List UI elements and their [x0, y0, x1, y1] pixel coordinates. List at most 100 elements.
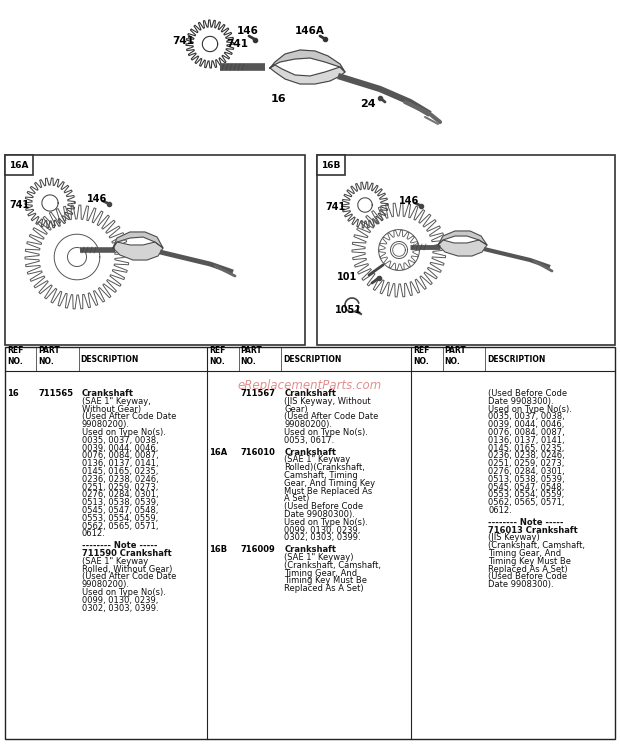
Text: 741: 741 — [172, 36, 194, 46]
Text: Rolled)(Crankshaft,: Rolled)(Crankshaft, — [285, 464, 365, 472]
Text: (Used Before Code: (Used Before Code — [285, 502, 363, 511]
Text: Date 99080300).: Date 99080300). — [285, 510, 355, 519]
Text: 0302, 0303, 0399.: 0302, 0303, 0399. — [82, 603, 158, 612]
Text: 0251, 0259, 0273,: 0251, 0259, 0273, — [82, 483, 158, 492]
Text: 0145, 0165, 0235,: 0145, 0165, 0235, — [82, 467, 158, 476]
Text: Gear): Gear) — [285, 405, 308, 414]
Text: 0099, 0130, 0239,: 0099, 0130, 0239, — [82, 596, 158, 605]
Text: 0562, 0565, 0571,: 0562, 0565, 0571, — [82, 522, 158, 530]
Text: (JIS Keyway): (JIS Keyway) — [489, 533, 540, 542]
Text: Used on Type No(s).: Used on Type No(s). — [285, 518, 368, 527]
Text: DESCRIPTION: DESCRIPTION — [81, 354, 139, 364]
Text: 716010: 716010 — [241, 448, 275, 457]
Text: (SAE 1" Keyway: (SAE 1" Keyway — [285, 455, 351, 464]
Text: 0039, 0044, 0046,: 0039, 0044, 0046, — [82, 443, 158, 452]
Text: (Used After Code Date: (Used After Code Date — [285, 412, 379, 421]
Text: (SAE 1" Keyway,: (SAE 1" Keyway, — [82, 397, 151, 405]
Text: 0053, 0617.: 0053, 0617. — [285, 436, 335, 445]
Text: 99080200).: 99080200). — [82, 580, 130, 589]
Text: 24: 24 — [360, 99, 376, 109]
Text: Timing Key Must Be: Timing Key Must Be — [489, 557, 572, 565]
Text: A Set): A Set) — [285, 495, 310, 504]
Text: REF
NO.: REF NO. — [7, 347, 24, 365]
Text: REF
NO.: REF NO. — [413, 347, 430, 365]
Text: 99080200).: 99080200). — [82, 420, 130, 429]
Text: 0612.: 0612. — [82, 530, 105, 539]
Text: Timing Gear, And: Timing Gear, And — [285, 568, 358, 577]
Text: DESCRIPTION: DESCRIPTION — [487, 354, 546, 364]
Text: 741: 741 — [325, 202, 345, 212]
Text: REF
NO.: REF NO. — [209, 347, 226, 365]
Text: Gear, And Timing Key: Gear, And Timing Key — [285, 479, 376, 488]
Text: 0035, 0037, 0038,: 0035, 0037, 0038, — [489, 412, 565, 421]
Text: 0562, 0565, 0571,: 0562, 0565, 0571, — [489, 498, 565, 507]
Polygon shape — [113, 232, 163, 248]
Text: 0136, 0137, 0141,: 0136, 0137, 0141, — [489, 436, 565, 445]
Text: Crankshaft: Crankshaft — [285, 545, 337, 554]
Text: PART
NO.: PART NO. — [445, 347, 466, 365]
Text: 146: 146 — [399, 196, 419, 206]
Text: Without Gear): Without Gear) — [82, 405, 141, 414]
Text: DESCRIPTION: DESCRIPTION — [283, 354, 342, 364]
Text: 0136, 0137, 0141,: 0136, 0137, 0141, — [82, 459, 158, 468]
Text: Used on Type No(s).: Used on Type No(s). — [82, 588, 166, 597]
Text: 0236, 0238, 0246,: 0236, 0238, 0246, — [489, 452, 565, 461]
Polygon shape — [113, 242, 163, 260]
Text: Replaced As A Set): Replaced As A Set) — [489, 565, 568, 574]
Bar — [317, 155, 345, 175]
Text: 0236, 0238, 0246,: 0236, 0238, 0246, — [82, 475, 159, 484]
Circle shape — [42, 195, 58, 211]
Text: 0076, 0084, 0087,: 0076, 0084, 0087, — [82, 452, 159, 461]
Circle shape — [358, 198, 372, 212]
Text: 16A: 16A — [9, 161, 29, 170]
Text: Timing Key Must Be: Timing Key Must Be — [285, 577, 368, 586]
Text: (Used Before Code: (Used Before Code — [489, 572, 567, 581]
Text: (SAE 1" Keyway: (SAE 1" Keyway — [82, 557, 148, 565]
Text: -------- Note -----: -------- Note ----- — [82, 541, 157, 551]
Text: 16: 16 — [270, 94, 286, 104]
Text: PART
NO.: PART NO. — [38, 347, 60, 365]
Text: (Crankshaft, Camshaft,: (Crankshaft, Camshaft, — [285, 561, 381, 570]
Text: 146: 146 — [87, 194, 107, 204]
Polygon shape — [438, 231, 487, 245]
Text: 716009: 716009 — [241, 545, 275, 554]
Text: PART
NO.: PART NO. — [241, 347, 262, 365]
Text: 16B: 16B — [209, 545, 227, 554]
Text: eReplacementParts.com: eReplacementParts.com — [238, 379, 382, 392]
Text: (Used Before Code: (Used Before Code — [489, 389, 567, 398]
Text: 101: 101 — [337, 272, 357, 282]
Text: Used on Type No(s).: Used on Type No(s). — [285, 428, 368, 437]
Text: 0035, 0037, 0038,: 0035, 0037, 0038, — [82, 436, 159, 445]
Text: 0612.: 0612. — [489, 506, 512, 515]
Text: 0513, 0538, 0539,: 0513, 0538, 0539, — [82, 498, 158, 507]
Circle shape — [203, 36, 218, 51]
Text: 711567: 711567 — [241, 389, 276, 398]
Polygon shape — [25, 205, 129, 309]
Text: 711565: 711565 — [38, 389, 73, 398]
Text: (JIS Keyway, Without: (JIS Keyway, Without — [285, 397, 371, 405]
Text: 99080200).: 99080200). — [285, 420, 332, 429]
Text: 0545, 0547, 0548,: 0545, 0547, 0548, — [82, 506, 158, 515]
Text: 0513, 0538, 0539,: 0513, 0538, 0539, — [489, 475, 565, 484]
Polygon shape — [270, 65, 345, 84]
Text: Must Be Replaced As: Must Be Replaced As — [285, 487, 373, 496]
Text: 0251, 0259, 0273,: 0251, 0259, 0273, — [489, 459, 565, 468]
Text: -------- Note -----: -------- Note ----- — [489, 518, 564, 527]
Text: 0553, 0554, 0559,: 0553, 0554, 0559, — [489, 490, 565, 499]
Text: Date 9908300).: Date 9908300). — [489, 580, 554, 589]
Text: 0276, 0284, 0301,: 0276, 0284, 0301, — [82, 490, 158, 499]
Text: 0099, 0130, 0239,: 0099, 0130, 0239, — [285, 525, 361, 535]
Text: 0545, 0547, 0548,: 0545, 0547, 0548, — [489, 483, 565, 492]
Text: 0076, 0084, 0087,: 0076, 0084, 0087, — [489, 428, 565, 437]
Text: Rolled, Without Gear): Rolled, Without Gear) — [82, 565, 172, 574]
Text: Date 9908300).: Date 9908300). — [489, 397, 554, 405]
Bar — [317, 155, 615, 345]
Text: (Used After Code Date: (Used After Code Date — [82, 412, 176, 421]
Polygon shape — [438, 240, 487, 256]
Polygon shape — [352, 203, 446, 297]
Bar — [5, 347, 615, 739]
Text: 741: 741 — [10, 200, 30, 210]
Text: Crankshaft: Crankshaft — [285, 448, 337, 457]
Text: 0553, 0554, 0559,: 0553, 0554, 0559, — [82, 514, 158, 523]
Text: 16B: 16B — [321, 161, 340, 170]
